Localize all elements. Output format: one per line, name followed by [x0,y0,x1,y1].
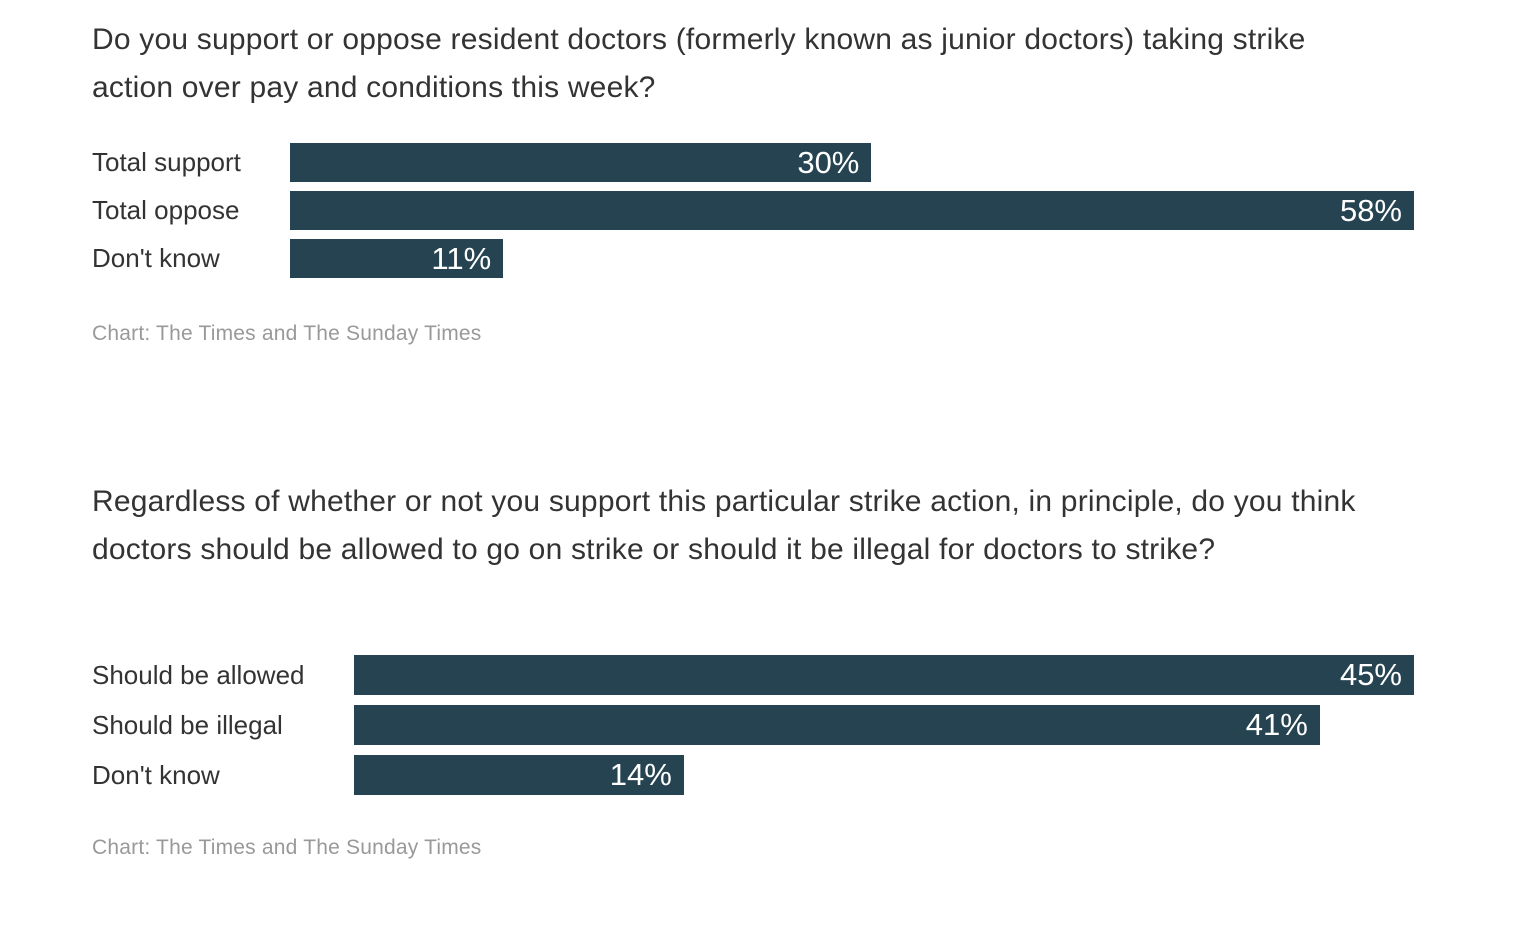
bar-row: Don't know 14% [92,755,1414,795]
bar-track: 14% [354,755,1414,795]
bar-value-label: 41% [1245,707,1308,742]
bar-value-label: 45% [1339,657,1402,692]
bar-value-label: 58% [1339,192,1402,228]
bar-track: 11% [290,239,1414,278]
bar: 58% [290,191,1414,230]
chart-caption: Chart: The Times and The Sunday Times [92,322,482,345]
category-label: Total support [92,147,241,177]
category-label: Don't know [92,243,220,273]
bar-row: Should be illegal 41% [92,705,1414,745]
bar-chart: Total support 30% Total oppose 58% Don't… [92,143,1414,287]
bar-track: 58% [290,191,1414,230]
bar: 14% [354,755,684,795]
bar-row: Should be allowed 45% [92,655,1414,695]
bar: 41% [354,705,1320,745]
category-label: Total oppose [92,195,240,225]
bar-row: Total oppose 58% [92,191,1414,230]
bar: 11% [290,239,504,278]
chart-caption: Chart: The Times and The Sunday Times [92,836,482,859]
bar-value-label: 30% [797,144,860,180]
bar-row: Total support 30% [92,143,1414,182]
category-label: Should be allowed [92,659,305,690]
bar: 45% [354,655,1414,695]
bar: 30% [290,143,872,182]
bar-value-label: 11% [431,240,492,276]
category-label: Don't know [92,759,220,790]
bar-chart: Should be allowed 45% Should be illegal … [92,655,1414,805]
category-label: Should be illegal [92,709,283,740]
chart-title: Regardless of whether or not you support… [92,485,1356,566]
bar-row: Don't know 11% [92,239,1414,278]
bar-track: 30% [290,143,1414,182]
bar-track: 45% [354,655,1414,695]
chart-title: Do you support or oppose resident doctor… [92,23,1306,104]
bar-value-label: 14% [609,757,672,792]
bar-track: 41% [354,705,1414,745]
